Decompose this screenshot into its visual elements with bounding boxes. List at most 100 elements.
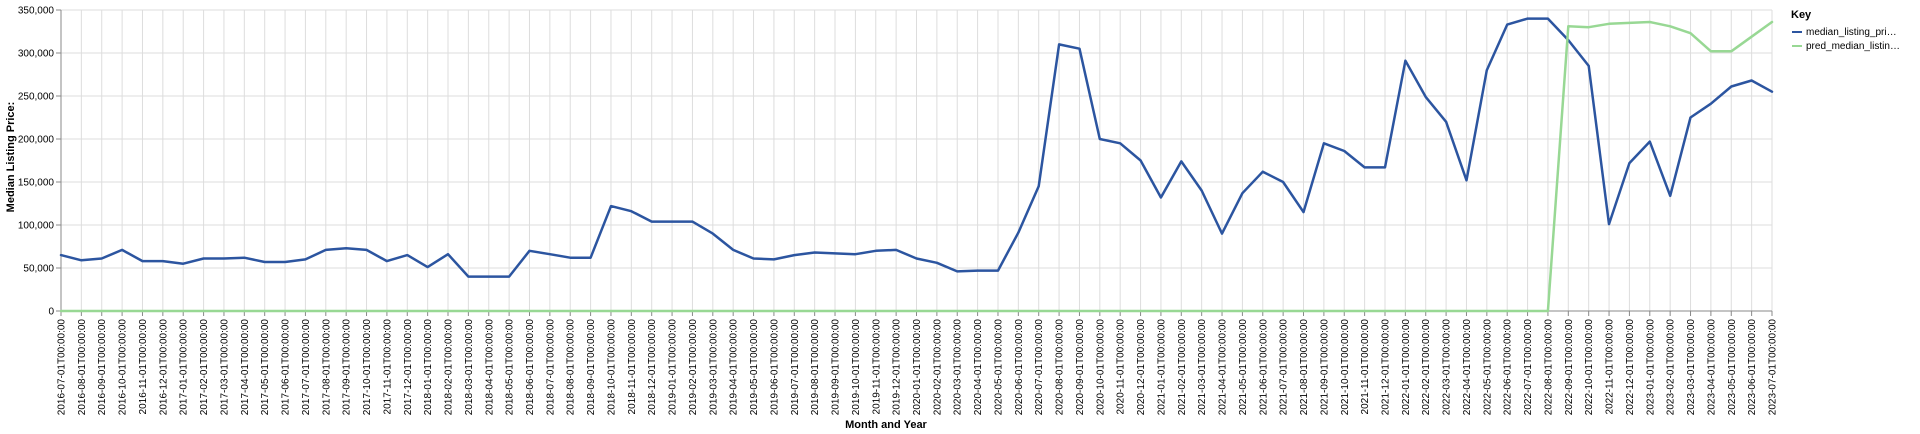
- x-tick-label: 2020-06-01T00:00:00: [1014, 319, 1025, 416]
- x-tick-label: 2017-02-01T00:00:00: [199, 319, 210, 416]
- x-tick-label: 2017-09-01T00:00:00: [342, 319, 353, 416]
- x-tick-label: 2020-01-01T00:00:00: [912, 319, 923, 416]
- x-tick-label: 2018-09-01T00:00:00: [586, 319, 597, 416]
- x-tick-label: 2016-08-01T00:00:00: [77, 319, 88, 416]
- x-tick-label: 2020-03-01T00:00:00: [953, 319, 964, 416]
- x-tick-label: 2016-12-01T00:00:00: [158, 319, 169, 416]
- x-tick-label: 2021-03-01T00:00:00: [1197, 319, 1208, 416]
- y-axis-title: Median Listing Price:: [5, 102, 17, 213]
- x-tick-label: 2019-01-01T00:00:00: [668, 319, 679, 416]
- x-tick-label: 2018-10-01T00:00:00: [606, 319, 617, 416]
- x-tick-label: 2022-08-01T00:00:00: [1543, 319, 1554, 416]
- x-tick-label: 2018-07-01T00:00:00: [545, 319, 556, 416]
- x-tick-label: 2018-02-01T00:00:00: [444, 319, 455, 416]
- x-tick-label: 2017-04-01T00:00:00: [240, 319, 251, 416]
- x-tick-label: 2018-04-01T00:00:00: [484, 319, 495, 416]
- x-tick-label: 2021-04-01T00:00:00: [1218, 319, 1229, 416]
- x-tick-label: 2016-07-01T00:00:00: [57, 319, 68, 416]
- x-tick-label: 2018-11-01T00:00:00: [627, 319, 638, 415]
- x-tick-label: 2022-07-01T00:00:00: [1523, 319, 1534, 416]
- gridlines: [60, 9, 1773, 312]
- x-tick-label: 2023-02-01T00:00:00: [1666, 319, 1677, 416]
- x-tick-label: 2016-10-01T00:00:00: [118, 319, 129, 416]
- x-tick-label: 2022-01-01T00:00:00: [1401, 319, 1412, 416]
- x-tick-label: 2018-06-01T00:00:00: [525, 319, 536, 416]
- x-tick-label: 2019-10-01T00:00:00: [851, 319, 862, 416]
- legend-title: Key: [1791, 9, 1812, 21]
- x-tick-label: 2023-03-01T00:00:00: [1686, 319, 1697, 416]
- x-tick-label: 2022-06-01T00:00:00: [1503, 319, 1514, 416]
- x-tick-label: 2018-12-01T00:00:00: [647, 319, 658, 416]
- x-tick-label: 2017-10-01T00:00:00: [362, 319, 373, 416]
- y-tick-label: 0: [48, 307, 54, 318]
- x-tick-label: 2021-12-01T00:00:00: [1380, 319, 1391, 416]
- series-lines: [59, 17, 1774, 313]
- y-tick-label: 50,000: [23, 264, 54, 275]
- x-tick-label: 2021-10-01T00:00:00: [1340, 319, 1351, 416]
- x-tick-label: 2017-01-01T00:00:00: [179, 319, 190, 416]
- y-tick-label: 200,000: [18, 135, 55, 146]
- x-tick-label: 2019-08-01T00:00:00: [810, 319, 821, 416]
- x-tick-label: 2021-07-01T00:00:00: [1279, 319, 1290, 416]
- y-tick-label: 350,000: [18, 6, 55, 17]
- y-tick-label: 250,000: [18, 92, 55, 103]
- x-tick-label: 2021-01-01T00:00:00: [1156, 319, 1167, 416]
- x-tick-label: 2022-11-01T00:00:00: [1605, 319, 1616, 415]
- x-tick-label: 2020-12-01T00:00:00: [1136, 319, 1147, 416]
- x-tick-label: 2021-11-01T00:00:00: [1360, 319, 1371, 415]
- x-tick-label: 2020-10-01T00:00:00: [1095, 319, 1106, 416]
- x-tick-label: 2019-04-01T00:00:00: [729, 319, 740, 416]
- legend: Key median_listing_pri… pred_median_list…: [1791, 9, 1900, 52]
- x-tick-label: 2018-03-01T00:00:00: [464, 319, 475, 416]
- x-tick-label: 2016-11-01T00:00:00: [138, 319, 149, 415]
- x-tick-label: 2021-05-01T00:00:00: [1238, 319, 1249, 416]
- x-tick-label: 2017-05-01T00:00:00: [260, 319, 271, 416]
- x-tick-label: 2018-08-01T00:00:00: [566, 319, 577, 416]
- x-tick-label: 2019-12-01T00:00:00: [892, 319, 903, 416]
- y-tick-label: 150,000: [18, 178, 55, 189]
- x-tick-label: 2019-11-01T00:00:00: [871, 319, 882, 415]
- x-tick-label: 2017-06-01T00:00:00: [281, 319, 292, 416]
- x-tick-label: 2022-02-01T00:00:00: [1421, 319, 1432, 416]
- x-tick-label: 2020-11-01T00:00:00: [1116, 319, 1127, 415]
- legend-label-median: median_listing_pri…: [1806, 27, 1897, 38]
- x-tick-label: 2023-06-01T00:00:00: [1747, 319, 1758, 416]
- axes: 0 50,000 100,000 150,000 200,000 250,000 300,0…: [18, 6, 1779, 416]
- x-tick-label: 2022-09-01T00:00:00: [1564, 319, 1575, 416]
- series-line-0: [59, 17, 1774, 278]
- series-line-1: [59, 20, 1774, 313]
- x-tick-label: 2020-02-01T00:00:00: [932, 319, 943, 416]
- x-tick-label: 2018-01-01T00:00:00: [423, 319, 434, 416]
- x-tick-label: 2019-05-01T00:00:00: [749, 319, 760, 416]
- x-tick-label: 2023-05-01T00:00:00: [1727, 319, 1738, 416]
- x-tick-label: 2022-12-01T00:00:00: [1625, 319, 1636, 416]
- x-tick-label: 2022-04-01T00:00:00: [1462, 319, 1473, 416]
- x-tick-label: 2022-03-01T00:00:00: [1442, 319, 1453, 416]
- x-tick-label: 2017-07-01T00:00:00: [301, 319, 312, 416]
- x-tick-label: 2021-02-01T00:00:00: [1177, 319, 1188, 416]
- x-tick-label: 2022-05-01T00:00:00: [1482, 319, 1493, 416]
- x-tick-label: 2020-08-01T00:00:00: [1055, 319, 1066, 416]
- y-tick-label: 100,000: [18, 221, 55, 232]
- x-tick-label: 2016-09-01T00:00:00: [97, 319, 108, 416]
- x-tick-label: 2019-09-01T00:00:00: [831, 319, 842, 416]
- x-tick-label: 2017-11-01T00:00:00: [382, 319, 393, 415]
- x-tick-label: 2021-09-01T00:00:00: [1319, 319, 1330, 416]
- x-tick-label: 2021-06-01T00:00:00: [1258, 319, 1269, 416]
- x-tick-label: 2023-04-01T00:00:00: [1706, 319, 1717, 416]
- x-tick-label: 2019-02-01T00:00:00: [688, 319, 699, 416]
- x-tick-label: 2020-05-01T00:00:00: [993, 319, 1004, 416]
- legend-label-pred: pred_median_listin…: [1806, 41, 1900, 52]
- x-tick-label: 2020-04-01T00:00:00: [973, 319, 984, 416]
- x-tick-label: 2017-03-01T00:00:00: [219, 319, 230, 416]
- x-tick-label: 2020-09-01T00:00:00: [1075, 319, 1086, 416]
- x-tick-label: 2018-05-01T00:00:00: [505, 319, 516, 416]
- x-tick-label: 2022-10-01T00:00:00: [1584, 319, 1595, 416]
- x-tick-label: 2019-06-01T00:00:00: [769, 319, 780, 416]
- y-tick-label: 300,000: [18, 49, 55, 60]
- x-tick-label: 2021-08-01T00:00:00: [1299, 319, 1310, 416]
- x-tick-label: 2023-07-01T00:00:00: [1768, 319, 1779, 416]
- x-tick-label: 2020-07-01T00:00:00: [1034, 319, 1045, 416]
- x-tick-label: 2017-12-01T00:00:00: [403, 319, 414, 416]
